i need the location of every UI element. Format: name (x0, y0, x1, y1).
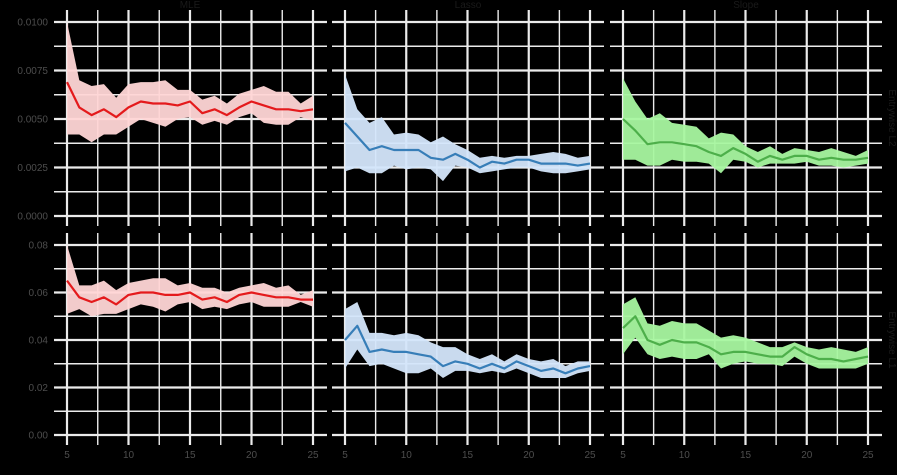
strip-label-entrywise-l2: Entrywise L2 (886, 89, 897, 147)
mean-line (66, 81, 314, 119)
confidence-ribbon (345, 302, 590, 378)
x-tick-label: 5 (620, 450, 626, 461)
x-tick-label: 10 (401, 450, 413, 461)
x-tick-label: 15 (184, 450, 196, 461)
x-tick-label: 5 (342, 450, 348, 461)
strip-label-mle: MLE (180, 0, 201, 11)
confidence-ribbon (67, 245, 313, 317)
panel-slope-l2 (622, 78, 869, 174)
x-tick-label: 20 (523, 450, 535, 461)
strip-labels-right: Entrywise L2 Entrywise L1 (886, 89, 897, 369)
x-tick-label: 10 (679, 450, 691, 461)
x-tick-label: 25 (584, 450, 596, 461)
x-tick-label: 10 (123, 450, 135, 461)
x-tick-label: 15 (740, 450, 752, 461)
panel-mle-l2 (66, 22, 314, 143)
y-tick-label: 0.04 (29, 336, 49, 347)
panel-slope-l1 (622, 297, 869, 369)
y-tick-label: 0.08 (29, 241, 49, 252)
strip-labels-top: MLE Lasso Slope (180, 0, 760, 11)
y-tick-label: 0.0075 (17, 66, 48, 77)
x-tick-label: 20 (801, 450, 813, 461)
strip-label-entrywise-l1: Entrywise L1 (886, 311, 897, 369)
y-tick-label: 0.02 (29, 383, 49, 394)
x-tick-label: 20 (246, 450, 258, 461)
panels (54, 10, 882, 445)
y-tick-label: 0.0050 (17, 115, 48, 126)
panel-lasso-l2 (344, 74, 591, 182)
y-tick-label: 0.0000 (17, 212, 48, 223)
panel-mle-l1 (66, 245, 313, 317)
axes: 0.0000 0.0025 0.0050 0.0075 0.0100 0.00 0.02 0.… (17, 18, 874, 462)
y-tick-label: 0.0100 (17, 18, 48, 29)
mean-line (622, 315, 869, 363)
mean-line (344, 122, 591, 169)
y-tick-label: 0.06 (29, 288, 49, 299)
mean-line (66, 279, 313, 306)
y-tick-label: 0.0025 (17, 163, 48, 174)
panel-grid (332, 10, 604, 226)
strip-label-slope: Slope (733, 0, 759, 11)
strip-label-lasso: Lasso (455, 0, 482, 11)
mean-line (622, 118, 869, 163)
x-tick-label: 15 (462, 450, 474, 461)
confidence-ribbon (623, 297, 868, 369)
confidence-ribbon (623, 78, 868, 174)
panel-lasso-l1 (344, 302, 591, 378)
mean-line (344, 324, 591, 375)
x-tick-label: 25 (307, 450, 319, 461)
panel-grid (54, 233, 327, 445)
confidence-ribbon (67, 22, 313, 143)
panel-grid (610, 10, 882, 226)
confidence-ribbon (345, 74, 590, 182)
y-tick-label: 0.00 (29, 431, 49, 442)
x-tick-label: 5 (64, 450, 70, 461)
panel-grid (610, 233, 882, 445)
x-tick-label: 25 (862, 450, 874, 461)
